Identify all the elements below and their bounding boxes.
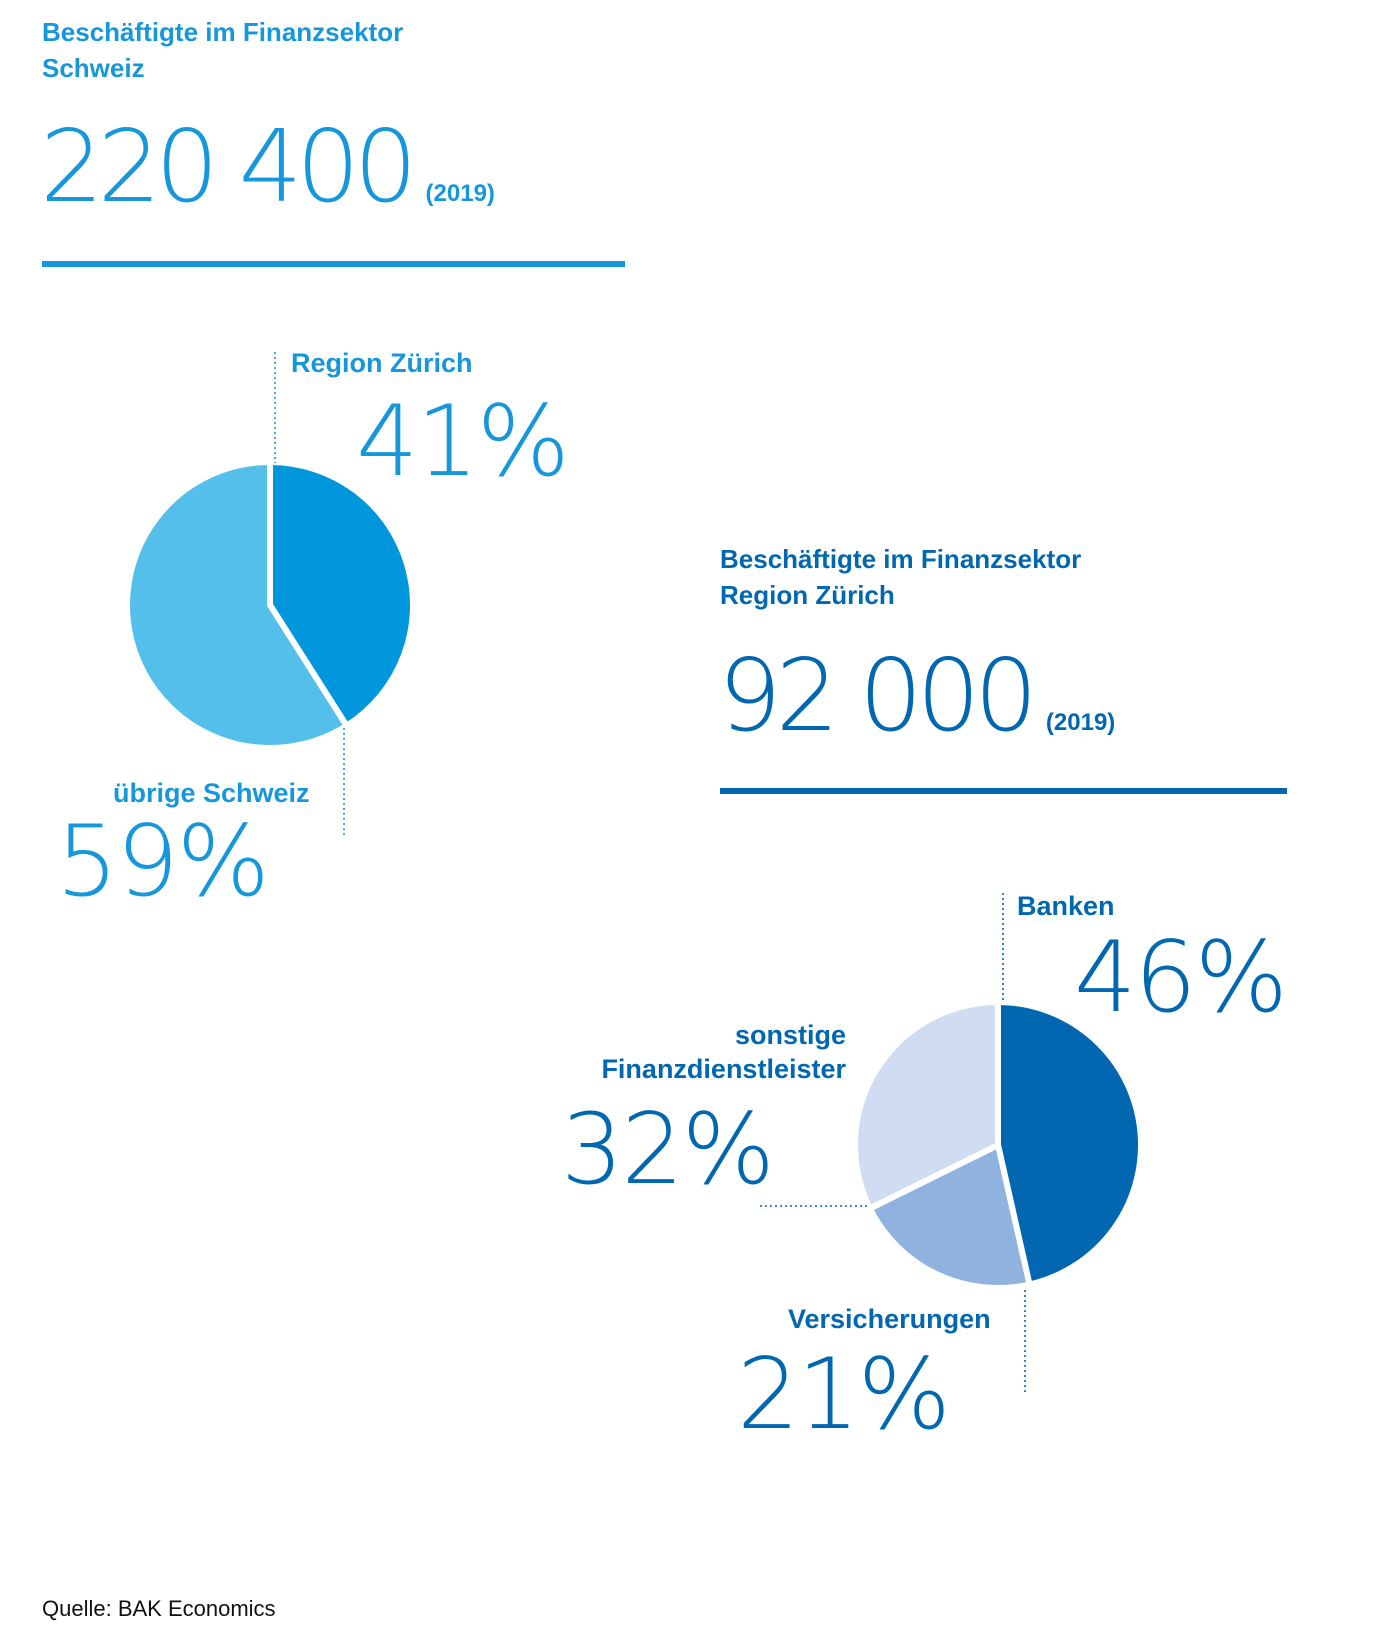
pie-slice-versicherungen bbox=[866, 1142, 1033, 1291]
value-region-zuerich: 41% bbox=[356, 385, 570, 499]
left-total-number: 220 400 (2019) bbox=[40, 117, 495, 244]
left-divider bbox=[42, 261, 625, 267]
value-uebrige-schweiz: 59% bbox=[56, 805, 270, 919]
pie-slice-uebrige-schweiz bbox=[124, 459, 350, 751]
label-versicherungen: Versicherungen bbox=[788, 1304, 991, 1334]
left-headline: Beschäftigte im Finanzsektor Schweiz bbox=[42, 14, 403, 86]
pie-slice-banken bbox=[995, 999, 1144, 1288]
right-number-value: 92 000 bbox=[718, 637, 1038, 754]
pie-2 bbox=[852, 999, 1144, 1291]
source-note: Quelle: BAK Economics bbox=[42, 1596, 276, 1621]
label-region-zuerich: Region Zürich bbox=[291, 348, 473, 378]
pie-slice-sonstige-finanzdienstleister bbox=[852, 999, 1001, 1212]
right-divider bbox=[720, 788, 1287, 794]
right-headline-line-1: Beschäftigte im Finanzsektor bbox=[720, 544, 1082, 574]
pie-1 bbox=[124, 459, 416, 751]
left-year: (2019) bbox=[425, 180, 495, 207]
right-headline: Beschäftigte im Finanzsektor Region Züri… bbox=[720, 541, 1081, 613]
right-headline-line-2: Region Zürich bbox=[720, 580, 895, 610]
value-sonstige-finanzdienstleister: 32% bbox=[561, 1093, 775, 1207]
right-total-number: 92 000 (2019) bbox=[718, 646, 1115, 773]
value-banken: 46% bbox=[1074, 921, 1288, 1035]
left-headline-line-2: Schweiz bbox=[42, 53, 145, 83]
label-uebrige-schweiz: übrige Schweiz bbox=[113, 778, 310, 808]
left-number-value: 220 400 bbox=[40, 108, 418, 225]
value-versicherungen: 21% bbox=[737, 1338, 951, 1452]
label-banken: Banken bbox=[1017, 891, 1115, 921]
label-sonstige-finanzdienstleister: sonstige Finanzdienstleister bbox=[601, 1020, 846, 1084]
right-year: (2019) bbox=[1045, 709, 1116, 736]
left-headline-line-1: Beschäftigte im Finanzsektor bbox=[42, 17, 404, 47]
